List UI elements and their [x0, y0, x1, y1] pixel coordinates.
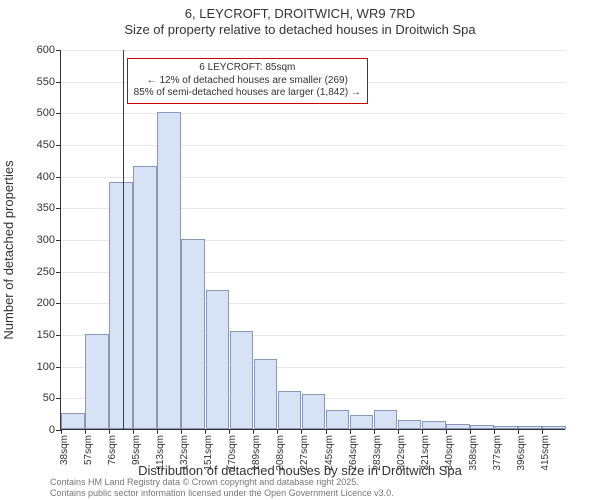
histogram-bar — [494, 426, 518, 429]
plot-area-wrap: 05010015020025030035040045050055060038sq… — [60, 50, 565, 430]
y-axis-label: Number of detached properties — [1, 160, 16, 339]
ytick-label: 150 — [37, 329, 61, 341]
xtick-label: 57sqm — [83, 435, 94, 465]
histogram-bar — [398, 420, 422, 430]
xtick-mark — [398, 429, 399, 434]
footer-credits: Contains HM Land Registry data © Crown c… — [50, 477, 394, 498]
gridline — [61, 145, 565, 146]
histogram-bar — [230, 331, 254, 429]
xtick-mark — [422, 429, 423, 434]
annotation-line: 85% of semi-detached houses are larger (… — [134, 87, 361, 100]
footer-line-1: Contains HM Land Registry data © Crown c… — [50, 477, 394, 487]
title-line-1: 6, LEYCROFT, DROITWICH, WR9 7RD — [0, 6, 600, 22]
histogram-bar — [254, 359, 278, 429]
xtick-label: 38sqm — [59, 435, 70, 465]
histogram-bar — [133, 166, 157, 429]
xtick-mark — [277, 429, 278, 434]
ytick-label: 300 — [37, 234, 61, 246]
xtick-mark — [157, 429, 158, 434]
xtick-mark — [253, 429, 254, 434]
xtick-mark — [494, 429, 495, 434]
ytick-label: 450 — [37, 139, 61, 151]
xtick-mark — [446, 429, 447, 434]
xtick-mark — [181, 429, 182, 434]
xtick-mark — [133, 429, 134, 434]
xtick-mark — [350, 429, 351, 434]
histogram-bar — [422, 421, 446, 429]
histogram-bar — [206, 290, 230, 429]
ytick-label: 100 — [37, 361, 61, 373]
histogram-bar — [278, 391, 302, 429]
annotation-box: 6 LEYCROFT: 85sqm← 12% of detached house… — [127, 58, 368, 104]
chart-title: 6, LEYCROFT, DROITWICH, WR9 7RD Size of … — [0, 0, 600, 39]
xtick-mark — [85, 429, 86, 434]
ytick-label: 400 — [37, 171, 61, 183]
histogram-bar — [542, 426, 566, 429]
xtick-mark — [542, 429, 543, 434]
ytick-label: 50 — [43, 392, 61, 404]
histogram-bar — [302, 394, 326, 429]
histogram-bar — [326, 410, 350, 429]
annotation-line: 6 LEYCROFT: 85sqm — [134, 62, 361, 75]
histogram-bar — [374, 410, 398, 429]
xtick-mark — [109, 429, 110, 434]
footer-line-2: Contains public sector information licen… — [50, 488, 394, 498]
xtick-label: 76sqm — [107, 435, 118, 465]
xtick-mark — [205, 429, 206, 434]
histogram-bar — [350, 415, 374, 429]
histogram-bar — [446, 424, 470, 429]
histogram-bar — [518, 426, 542, 429]
x-axis-label: Distribution of detached houses by size … — [0, 463, 600, 478]
gridline — [61, 50, 565, 51]
annotation-line: ← 12% of detached houses are smaller (26… — [134, 75, 361, 88]
histogram-bar — [61, 413, 85, 429]
ytick-label: 350 — [37, 202, 61, 214]
plot-area: 05010015020025030035040045050055060038sq… — [60, 50, 565, 430]
xtick-mark — [470, 429, 471, 434]
chart-container: { "title": { "line1": "6, LEYCROFT, DROI… — [0, 0, 600, 500]
ytick-label: 200 — [37, 297, 61, 309]
histogram-bar — [470, 425, 494, 429]
xtick-mark — [374, 429, 375, 434]
histogram-bar — [181, 239, 205, 429]
ytick-label: 500 — [37, 107, 61, 119]
gridline — [61, 113, 565, 114]
histogram-bar — [85, 334, 109, 429]
title-line-2: Size of property relative to detached ho… — [0, 22, 600, 38]
ytick-label: 250 — [37, 266, 61, 278]
xtick-label: 95sqm — [131, 435, 142, 465]
ytick-label: 600 — [37, 44, 61, 56]
xtick-mark — [229, 429, 230, 434]
ytick-label: 550 — [37, 76, 61, 88]
xtick-mark — [326, 429, 327, 434]
histogram-bar — [157, 112, 181, 429]
reference-line — [123, 50, 124, 429]
xtick-mark — [518, 429, 519, 434]
xtick-mark — [61, 429, 62, 434]
histogram-bar — [109, 182, 133, 429]
xtick-mark — [301, 429, 302, 434]
